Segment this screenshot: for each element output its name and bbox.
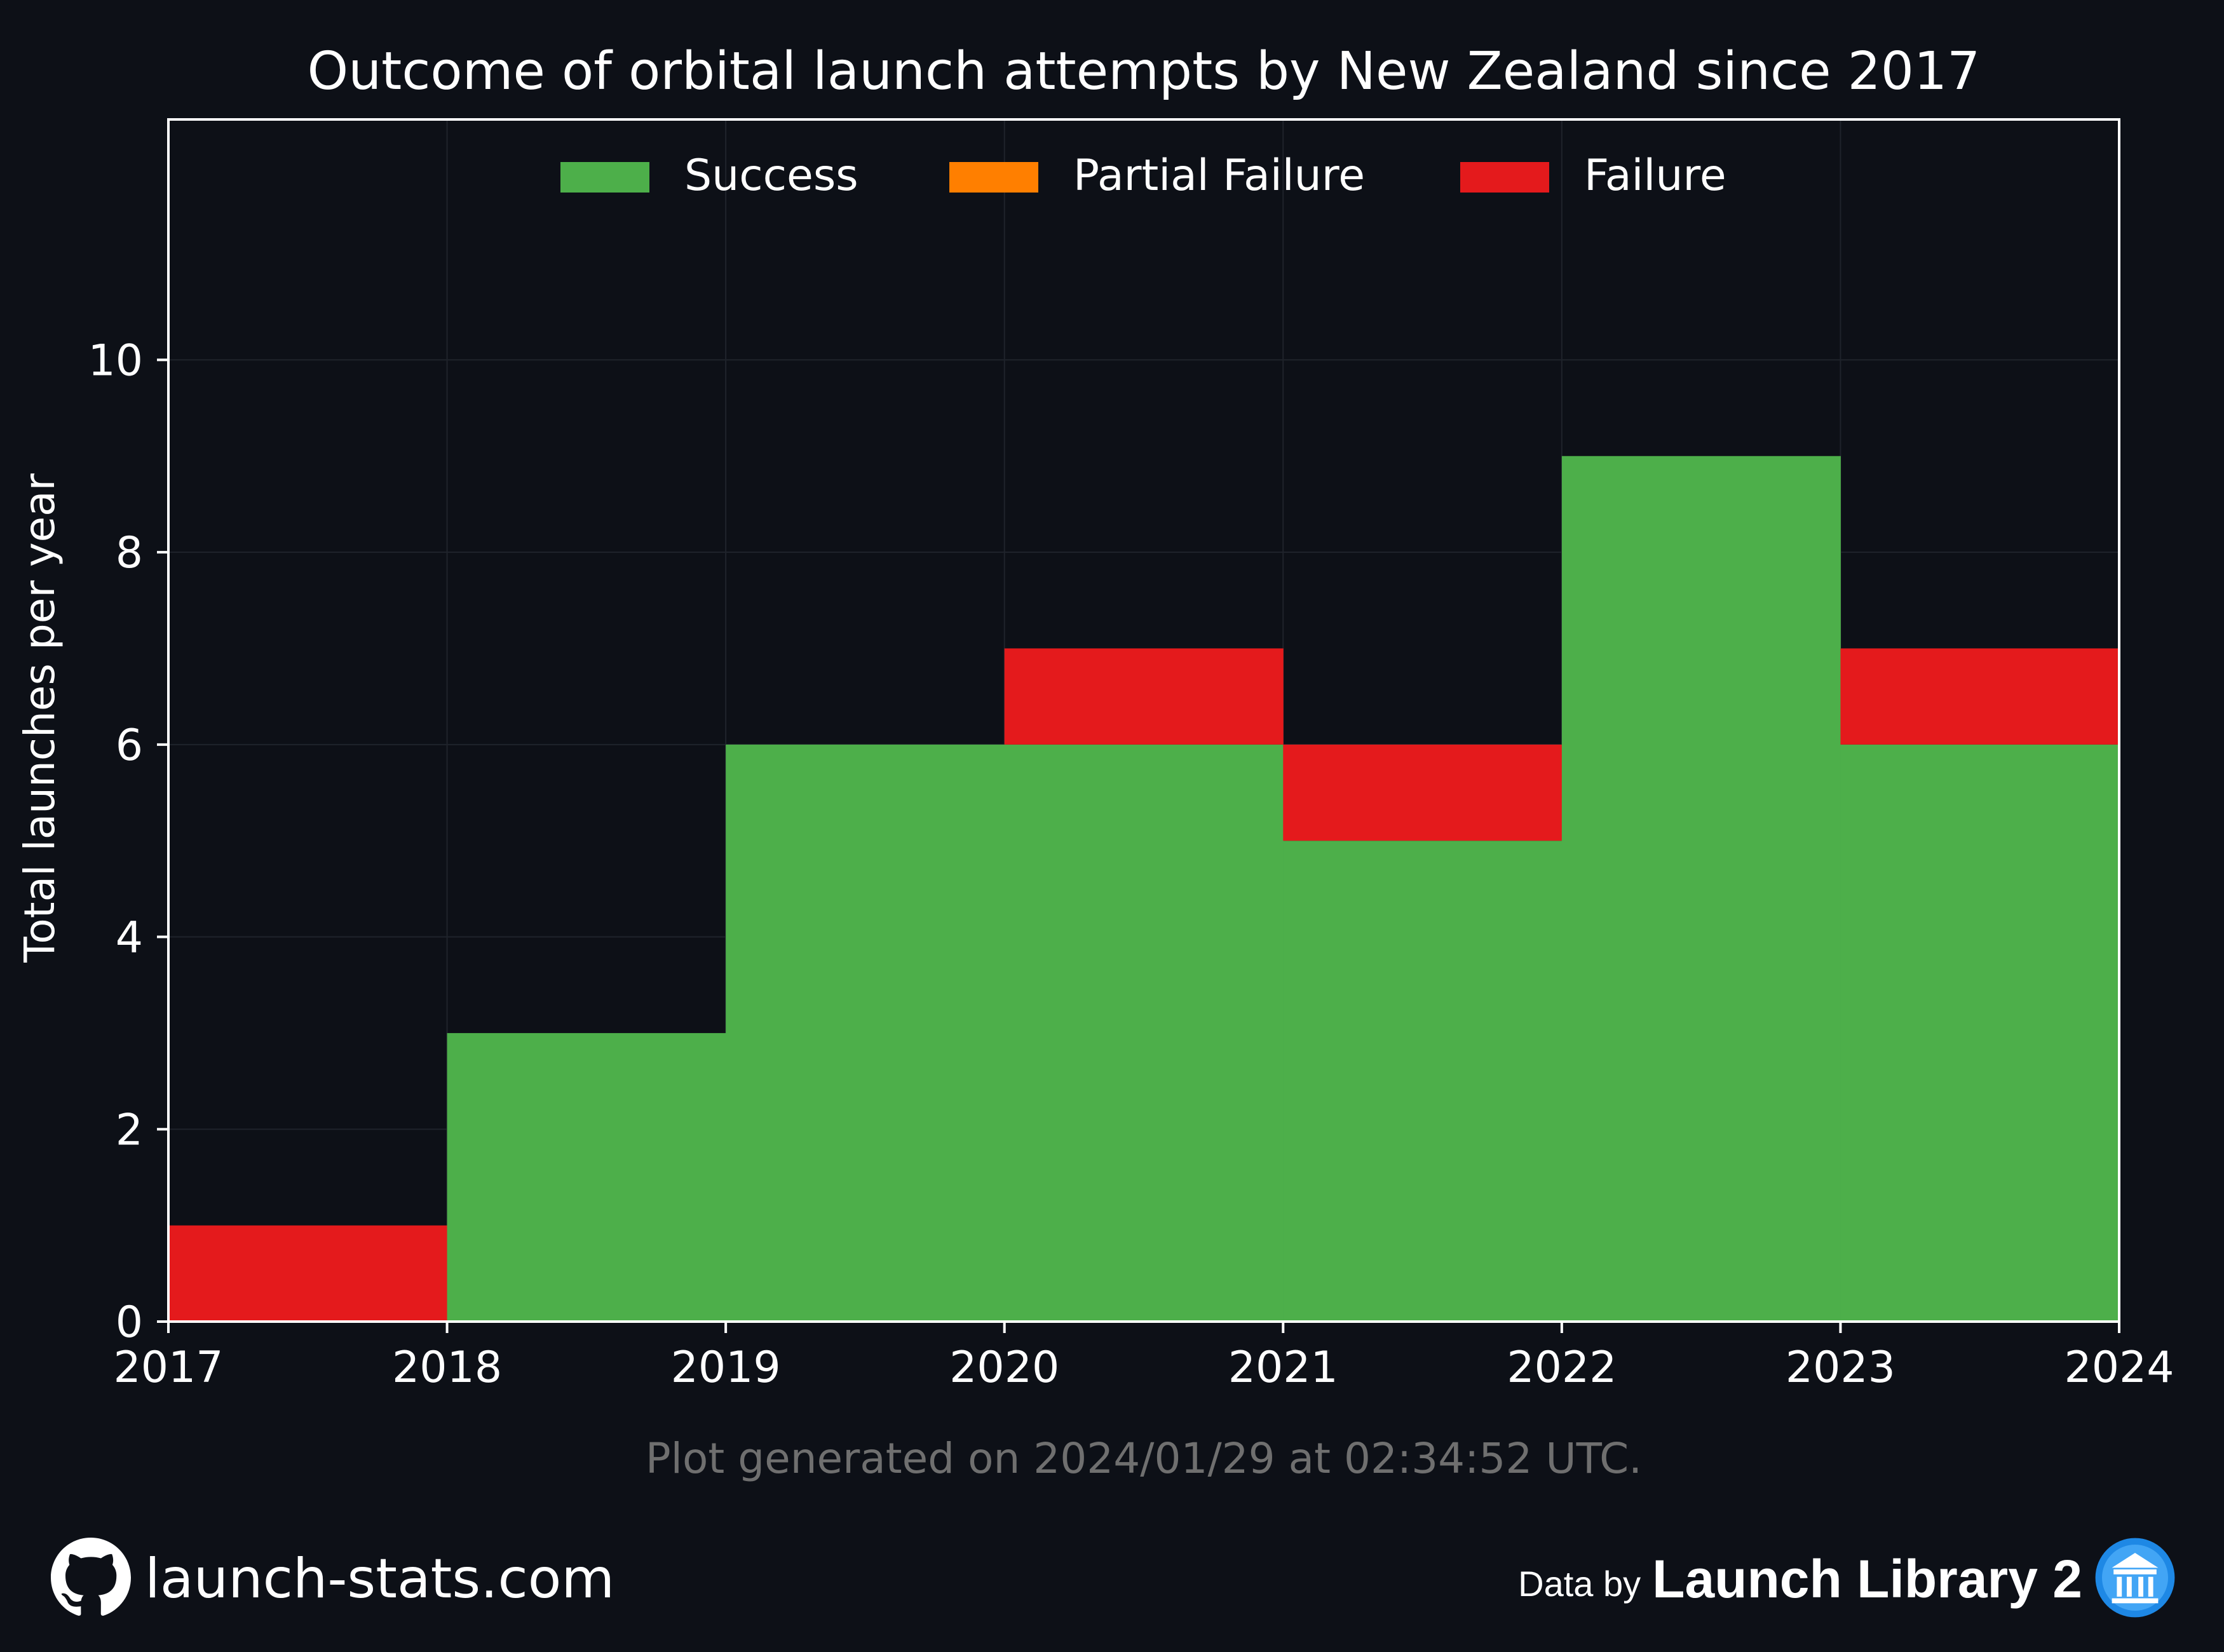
legend: Success Partial Failure Failure bbox=[560, 151, 1726, 201]
site-credit: launch-stats.com bbox=[51, 1538, 614, 1620]
launch-library-icon bbox=[2094, 1536, 2176, 1622]
github-icon bbox=[51, 1538, 131, 1620]
legend-label-partial-failure: Partial Failure bbox=[1073, 151, 1365, 201]
legend-label-failure: Failure bbox=[1584, 151, 1726, 201]
bar-success-2022 bbox=[1561, 456, 1841, 1322]
bar-success-2019 bbox=[726, 744, 1005, 1322]
site-url: launch-stats.com bbox=[145, 1547, 615, 1611]
bars bbox=[168, 456, 2120, 1322]
x-tick-label: 2020 bbox=[949, 1343, 1059, 1393]
legend-swatch-failure bbox=[1460, 162, 1549, 193]
legend-label-success: Success bbox=[684, 151, 858, 201]
plot-frame bbox=[167, 118, 2120, 1323]
x-tick-label: 2021 bbox=[1228, 1343, 1338, 1393]
legend-swatch-partial-failure bbox=[949, 162, 1038, 193]
data-by-label: Data by bbox=[1518, 1563, 1641, 1604]
y-tick-label: 4 bbox=[116, 913, 143, 963]
axis-ticks: 2017 2018 2019 2020 2021 2022 2023 2024 0 2 4 6 8 10 bbox=[88, 335, 2174, 1393]
x-tick-label: 2024 bbox=[2064, 1343, 2174, 1393]
bar-failure-2017 bbox=[168, 1225, 448, 1322]
bar-failure-2023 bbox=[1840, 648, 2120, 745]
bar-failure-2021 bbox=[1283, 744, 1563, 841]
y-axis-label: Total launches per year bbox=[15, 473, 64, 963]
bar-success-2021 bbox=[1283, 841, 1563, 1322]
y-tick-label: 0 bbox=[116, 1297, 143, 1348]
x-tick-label: 2019 bbox=[671, 1343, 781, 1393]
legend-swatch-success bbox=[560, 162, 649, 193]
bar-success-2018 bbox=[447, 1032, 726, 1322]
x-tick-label: 2022 bbox=[1507, 1343, 1617, 1393]
x-tick-label: 2023 bbox=[1786, 1343, 1895, 1393]
bar-failure-2020 bbox=[1004, 648, 1284, 745]
y-tick-label: 8 bbox=[116, 528, 143, 578]
library-name: Launch Library 2 bbox=[1652, 1548, 2082, 1609]
data-credit: Data by Launch Library 2 bbox=[1518, 1538, 2176, 1620]
bar-success-2023 bbox=[1840, 744, 2120, 1322]
generated-timestamp: Plot generated on 2024/01/29 at 02:34:52… bbox=[646, 1434, 1642, 1483]
y-tick-label: 6 bbox=[116, 721, 143, 771]
chart-title: Outcome of orbital launch attempts by Ne… bbox=[308, 41, 1981, 102]
bar-success-2020 bbox=[1004, 744, 1284, 1322]
y-tick-label: 10 bbox=[88, 335, 143, 386]
x-tick-label: 2018 bbox=[392, 1343, 502, 1393]
y-tick-label: 2 bbox=[116, 1105, 143, 1155]
x-tick-label: 2017 bbox=[113, 1343, 223, 1393]
